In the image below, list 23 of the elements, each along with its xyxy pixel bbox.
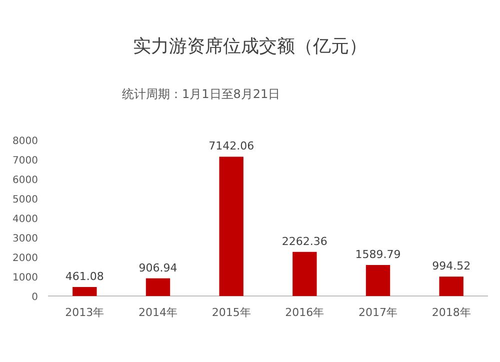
x-tick-label: 2015年 <box>212 306 251 319</box>
x-tick-label: 2016年 <box>285 306 324 319</box>
data-label: 906.94 <box>138 261 178 274</box>
y-tick-label: 0 <box>32 292 38 303</box>
x-tick-label: 2013年 <box>65 306 104 319</box>
y-tick-label: 5000 <box>12 194 38 206</box>
y-tick-label: 3000 <box>12 234 38 244</box>
data-label: 2262.36 <box>282 234 328 248</box>
y-tick-label: 1000 <box>12 272 38 284</box>
x-tick-label: 2018年 <box>432 306 471 319</box>
y-tick-label: 8000 <box>12 136 38 147</box>
y-tick-label: 7000 <box>12 156 38 166</box>
y-tick-label: 2000 <box>12 253 38 264</box>
title: 实力游资席位成交额（亿元） <box>133 36 367 57</box>
data-label: 1589.79 <box>355 248 401 261</box>
data-label: 994.52 <box>432 260 471 273</box>
x-tick-label: 2017年 <box>358 306 398 319</box>
annotation: 统计周期：1月1日至8月21日 <box>122 87 280 101</box>
x-tick-label: 2014年 <box>138 306 178 319</box>
data-label: 461.08 <box>65 270 104 284</box>
data-label: 7142.06 <box>208 140 254 153</box>
y-tick-label: 6000 <box>12 175 38 186</box>
y-tick-label: 4000 <box>12 214 38 225</box>
